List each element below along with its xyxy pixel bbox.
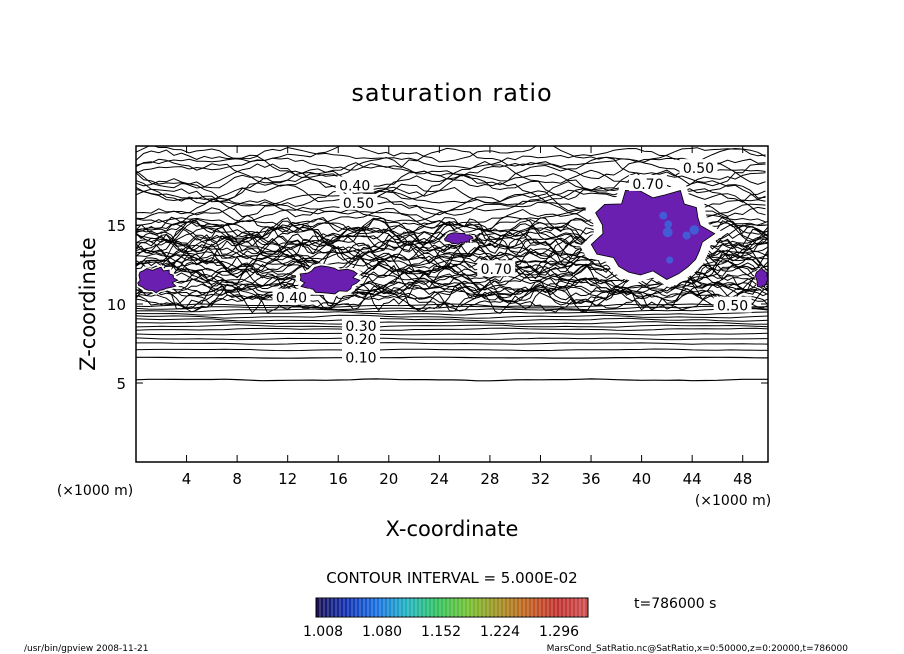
x-tick-label: 36 xyxy=(581,470,600,488)
contour-line xyxy=(136,321,768,325)
contour-line xyxy=(136,327,768,331)
region-highlight xyxy=(664,220,673,229)
contour-line xyxy=(136,284,768,306)
colorbar-stripes xyxy=(319,598,585,617)
contour-line xyxy=(136,356,768,359)
x-tick-label: 28 xyxy=(480,470,499,488)
contour-line xyxy=(136,274,768,296)
contour-label: 0.50 xyxy=(683,161,714,177)
contour-label-bg xyxy=(341,348,380,365)
contour-line xyxy=(136,277,768,297)
contour-labels: 0.100.200.300.400.500.700.500.500.400.70 xyxy=(272,159,752,367)
contour-line xyxy=(136,311,768,316)
plot-area: 0.100.200.300.400.500.700.500.500.400.70 xyxy=(135,145,769,463)
colorbar-tick-label: 1.296 xyxy=(539,624,579,640)
y-tick-label: 15 xyxy=(107,217,126,235)
contour-label: 0.70 xyxy=(481,262,512,278)
y-tick-label: 5 xyxy=(116,375,126,393)
contour-line xyxy=(136,342,768,345)
supersaturated-region xyxy=(590,189,716,280)
region-highlight xyxy=(662,227,673,238)
chart-title: saturation ratio xyxy=(351,79,552,107)
x-axis-label: X-coordinate xyxy=(386,517,519,541)
x-tick-label: 20 xyxy=(379,470,398,488)
x-axis-ticks: 4 8 12 16 20 24 28 32 36 40 44 48 xyxy=(182,146,752,488)
x-tick-label: 16 xyxy=(329,470,348,488)
contour-line xyxy=(136,160,766,191)
supersaturated-region xyxy=(137,266,179,294)
contour-label-bg xyxy=(272,288,311,305)
contour-line xyxy=(136,314,768,319)
contour-label-bg xyxy=(341,317,380,334)
time-label: t=786000 s xyxy=(634,596,716,612)
supersaturated-regions xyxy=(136,182,768,297)
contour-label-bg xyxy=(335,176,374,193)
contour-line xyxy=(136,157,766,177)
contour-label: 0.10 xyxy=(345,351,376,367)
colorbar-tick-label: 1.152 xyxy=(421,624,461,640)
contour-label: 0.30 xyxy=(345,319,376,335)
supersaturated-region xyxy=(444,232,474,245)
contour-label-bg xyxy=(628,174,667,191)
region-highlight xyxy=(682,231,691,240)
contour-interval-text: CONTOUR INTERVAL = 5.000E-02 xyxy=(326,569,577,587)
contour-label: 0.20 xyxy=(345,332,376,348)
x-tick-label: 12 xyxy=(278,470,297,488)
contour-line xyxy=(136,317,768,322)
supersaturated-region xyxy=(299,265,361,295)
contour-line xyxy=(136,324,768,328)
contour-label-bg xyxy=(477,260,516,277)
contour-label: 0.50 xyxy=(343,196,374,212)
region-highlight xyxy=(666,256,674,264)
contour-line xyxy=(136,303,768,308)
x-tick-label: 32 xyxy=(531,470,550,488)
contour-line xyxy=(136,378,768,382)
colorbar: 1.008 1.080 1.152 1.224 1.296 xyxy=(303,597,589,640)
y-tick-label: 10 xyxy=(107,296,126,314)
footer-right: MarsCond_SatRatio.nc@SatRatio,x=0:50000,… xyxy=(547,644,849,654)
region-highlight xyxy=(659,211,668,220)
contour-label: 0.40 xyxy=(339,179,370,195)
contour-label: 0.50 xyxy=(717,299,748,315)
x-tick-label: 24 xyxy=(430,470,449,488)
colorbar-tick-label: 1.080 xyxy=(362,624,402,640)
colorbar-tick-label: 1.008 xyxy=(303,624,343,640)
x-tick-label: 40 xyxy=(632,470,651,488)
x-unit-label-left: (×1000 m) xyxy=(57,483,133,499)
supersaturated-region xyxy=(754,266,768,289)
contour-line xyxy=(136,169,766,201)
contour-label: 0.70 xyxy=(632,177,663,193)
x-unit-label-right: (×1000 m) xyxy=(695,493,771,509)
y-axis-ticks: 5 10 15 xyxy=(107,217,768,393)
region-highlight xyxy=(689,225,699,235)
contour-line xyxy=(136,146,766,163)
colorbar-ticks: 1.008 1.080 1.152 1.224 1.296 xyxy=(303,624,579,640)
x-tick-label: 48 xyxy=(733,470,752,488)
y-axis-label: Z-coordinate xyxy=(76,237,100,371)
contour-line xyxy=(136,305,768,311)
contour-label-bg xyxy=(713,296,752,313)
colorbar-tick-label: 1.224 xyxy=(480,624,520,640)
footer-left: /usr/bin/gpview 2008-11-21 xyxy=(24,644,148,654)
contour-line xyxy=(136,307,768,313)
contour-label-bg xyxy=(339,193,378,210)
x-tick-label: 44 xyxy=(683,470,702,488)
contour-label-bg xyxy=(341,329,380,346)
contour-label: 0.40 xyxy=(276,291,307,307)
contour-line xyxy=(136,280,768,298)
contour-line xyxy=(136,337,768,341)
contour-line xyxy=(136,332,768,336)
x-tick-label: 4 xyxy=(182,470,192,488)
contour-line xyxy=(136,146,766,170)
contour-line xyxy=(136,348,768,352)
contour-label-bg xyxy=(679,159,718,176)
x-tick-label: 8 xyxy=(232,470,242,488)
